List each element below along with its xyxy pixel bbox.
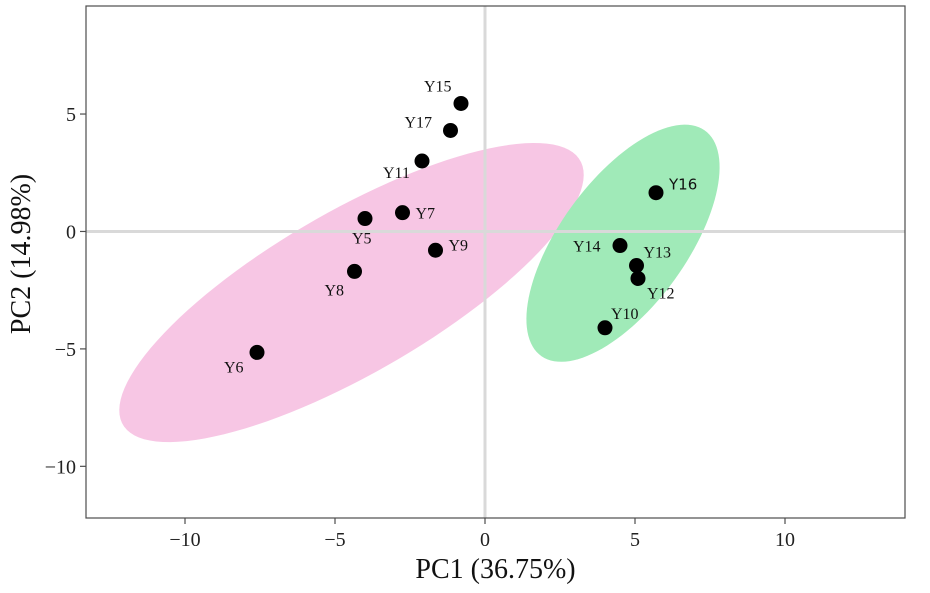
- data-point-y7: [395, 205, 410, 221]
- point-label-y12: Y12: [647, 285, 675, 302]
- point-label-y10: Y10: [611, 306, 639, 323]
- data-point-y6: [249, 344, 265, 360]
- x-tick-label: 5: [630, 529, 640, 551]
- point-label-y11: Y11: [383, 165, 410, 182]
- point-layer: [249, 95, 664, 360]
- point-label-y16: Y16: [668, 176, 697, 194]
- data-point-y5: [357, 211, 373, 227]
- x-tick-label: −5: [324, 529, 345, 551]
- x-tick-label: −10: [169, 529, 200, 551]
- point-label-y15: Y15: [424, 78, 452, 95]
- point-label-y8: Y8: [325, 282, 345, 299]
- plot-frame: [85, 5, 906, 519]
- point-label-y9: Y9: [449, 237, 469, 254]
- y-tick-label: −5: [55, 339, 76, 361]
- data-point-y9: [428, 242, 443, 258]
- x-tick-label: 0: [480, 529, 490, 551]
- confidence-ellipse-cluster-1: [119, 142, 584, 443]
- zero-lines: [86, 6, 905, 518]
- y-axis-title: PC2 (14.98%): [6, 174, 37, 334]
- data-point-y10: [597, 320, 613, 336]
- data-point-y12: [630, 270, 646, 286]
- point-label-y14: Y14: [573, 239, 601, 256]
- ellipse-layer: [119, 124, 720, 443]
- y-tick-label: 5: [66, 104, 76, 126]
- x-axis-title: PC1 (36.75%): [415, 554, 575, 585]
- y-tick-label: −10: [45, 456, 76, 478]
- y-tick-label: 0: [66, 221, 76, 243]
- data-point-y11: [414, 153, 430, 169]
- data-point-y8: [347, 263, 362, 279]
- y-axis-ticks: −10 −5 0 5: [45, 104, 86, 478]
- data-point-y13: [629, 258, 644, 274]
- data-point-y15: [453, 95, 469, 111]
- point-label-y13: Y13: [644, 245, 672, 262]
- data-point-y14: [612, 238, 628, 254]
- x-tick-label: 10: [775, 529, 795, 551]
- data-point-y16: [648, 185, 664, 201]
- point-label-y17: Y17: [405, 114, 433, 131]
- data-point-y17: [443, 122, 458, 138]
- point-label-y6: Y6: [224, 359, 244, 376]
- point-label-y5: Y5: [352, 231, 372, 248]
- point-label-layer: Y15 Y17 Y11 Y5 Y7 Y9 Y8 Y6 Y16 Y14 Y13 Y12 Y10: [224, 78, 697, 376]
- point-label-y7: Y7: [416, 206, 436, 223]
- x-axis-ticks: −10 −5 0 5 10: [169, 518, 795, 551]
